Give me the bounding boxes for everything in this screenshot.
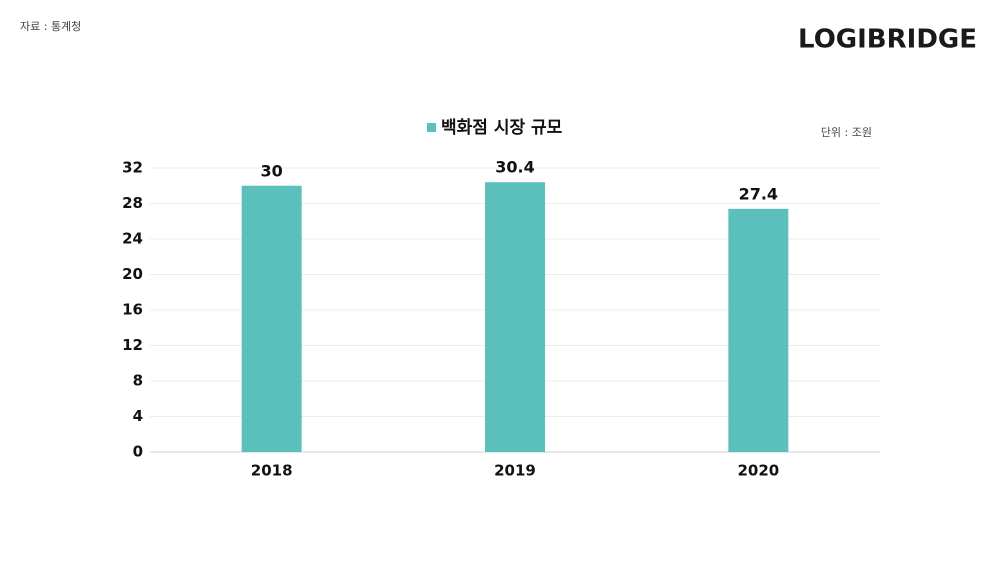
x-tick-label: 2019 xyxy=(494,462,536,480)
legend-swatch xyxy=(427,123,436,132)
value-label: 27.4 xyxy=(739,184,778,203)
x-tick-label: 2018 xyxy=(251,462,293,480)
y-tick-label: 28 xyxy=(122,194,143,212)
y-tick-label: 12 xyxy=(122,336,143,354)
bar xyxy=(485,182,545,452)
y-tick-label: 16 xyxy=(122,301,143,319)
bar xyxy=(241,185,302,452)
value-label: 30 xyxy=(261,161,283,180)
bar xyxy=(728,208,789,452)
y-tick-label: 32 xyxy=(122,159,143,177)
value-label: 30.4 xyxy=(495,158,534,177)
y-tick-label: 0 xyxy=(133,443,143,461)
legend-label: 백화점 시장 규모 xyxy=(441,118,563,138)
y-tick-label: 8 xyxy=(133,372,143,390)
y-tick-label: 20 xyxy=(122,265,143,283)
x-tick-label: 2020 xyxy=(737,462,779,480)
unit: 단위 : 조원 xyxy=(821,126,872,139)
source: 자료 : 통계청 xyxy=(20,20,81,33)
y-tick-label: 4 xyxy=(133,407,143,425)
y-tick-label: 24 xyxy=(122,230,143,248)
logo: LOGIBRIDGE xyxy=(798,25,977,55)
